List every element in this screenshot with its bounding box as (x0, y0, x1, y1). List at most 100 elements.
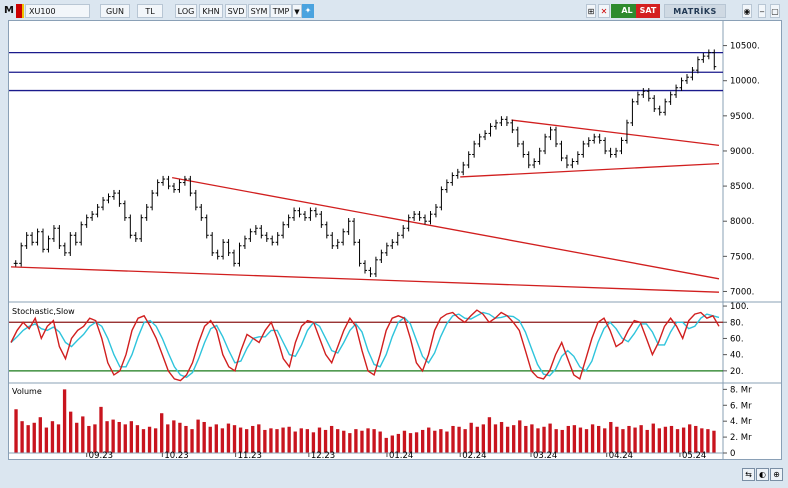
price-candle (554, 126, 559, 148)
scroll-icon[interactable]: ⇆ (742, 468, 755, 481)
chart-toolbar: M XU100 GUN TL LOG KHN SVD SYM TMP ▼ ✦ ⊞… (0, 4, 788, 19)
tmp-button[interactable]: TMP (270, 4, 292, 18)
twitter-icon[interactable]: ✦ (302, 4, 314, 18)
period-button[interactable]: GUN (100, 4, 130, 18)
currency-button[interactable]: TL (137, 4, 163, 18)
price-candle (155, 179, 160, 197)
price-tick-label: 10500. (730, 42, 760, 52)
price-candle (586, 137, 591, 148)
price-tick-label: 9000. (730, 147, 754, 157)
price-candle (324, 221, 329, 239)
price-candle (592, 133, 597, 144)
price-candle (564, 154, 569, 169)
price-candle (379, 249, 384, 264)
price-candle (597, 133, 602, 144)
buy-button[interactable]: AL (611, 4, 643, 18)
price-candle (335, 239, 340, 249)
volume-tick-label: 4. Mr (730, 417, 752, 427)
x-tick-label: 03.24 (533, 451, 557, 459)
price-candle (193, 189, 198, 211)
price-candle (95, 204, 100, 218)
dropdown-arrow-icon[interactable]: ▼ (292, 4, 302, 18)
volume-pane: Volume 0 2. Mr 4. Mr 6. Mr 8. Mr (12, 383, 752, 459)
price-candle (177, 179, 182, 193)
price-candle (406, 214, 411, 232)
price-candle (433, 204, 438, 218)
price-candle (171, 182, 176, 193)
log-button[interactable]: LOG (175, 4, 197, 18)
price-candle (646, 88, 651, 102)
price-candle (226, 239, 231, 256)
price-tick-label: 8500. (730, 182, 754, 192)
refresh-icon[interactable]: ◉ (742, 4, 752, 18)
price-candle (674, 84, 679, 98)
khn-button[interactable]: KHN (199, 4, 223, 18)
lock-icon[interactable]: ◐ (756, 468, 769, 481)
expand-icon[interactable]: ⊞ (586, 4, 596, 18)
price-candle (275, 232, 280, 246)
price-candle (122, 200, 127, 221)
price-candle (663, 98, 668, 116)
price-candle (188, 175, 193, 197)
price-candle (630, 98, 635, 127)
price-tick-label: 7000. (730, 287, 754, 297)
price-candle (237, 242, 242, 267)
stochastic-tick-label: 40. (730, 351, 744, 361)
price-candle (57, 225, 62, 249)
price-candle (106, 193, 111, 204)
stochastic-tick-label: 20. (730, 367, 744, 377)
price-candle (161, 175, 166, 186)
price-candle (428, 211, 433, 225)
price-candle (395, 232, 400, 246)
price-candle (521, 140, 526, 158)
x-tick-label: 11.23 (238, 451, 262, 459)
close-icon[interactable]: ✕ (598, 4, 610, 18)
price-tick-label: 10000. (730, 77, 760, 87)
price-candle (90, 211, 95, 221)
price-candle (706, 49, 711, 60)
price-candle (570, 158, 575, 169)
sell-button[interactable]: SAT (636, 4, 660, 18)
stochastic-tick-label: 80. (730, 318, 744, 328)
price-candle (357, 239, 362, 267)
zoom-icon[interactable]: ⊕ (770, 468, 783, 481)
chart-svg[interactable]: 7000. 7500. 8000. 8500. 9000. 9500. 10000. 1050… (9, 21, 781, 459)
price-candle (363, 260, 367, 274)
sym-button[interactable]: SYM (248, 4, 270, 18)
price-candle (450, 172, 455, 186)
price-candle (281, 221, 286, 239)
price-tick-label: 7500. (730, 252, 754, 262)
price-candle (51, 225, 56, 242)
price-tick-label: 9500. (730, 112, 754, 122)
price-candle (543, 133, 548, 155)
price-candle (657, 105, 662, 116)
volume-tick-label: 0 (730, 449, 735, 459)
chart-panes[interactable]: 7000. 7500. 8000. 8500. 9000. 9500. 10000. 1050… (8, 20, 782, 460)
price-candle (133, 232, 138, 242)
svd-button[interactable]: SVD (225, 4, 247, 18)
volume-tick-label: 2. Mr (730, 433, 752, 443)
maximize-icon[interactable]: ▢ (770, 4, 780, 18)
price-candle (46, 235, 51, 253)
price-candle (417, 211, 422, 221)
symbol-input[interactable]: XU100 (25, 4, 90, 18)
price-candle (575, 151, 580, 165)
price-candle (684, 74, 689, 84)
trendline (511, 119, 720, 146)
price-candle (679, 77, 684, 91)
price-candle (368, 267, 373, 278)
stochastic-pane: Stochastic,Slow 20. 40. 60. 80. 100. (9, 302, 781, 384)
price-candle (488, 123, 493, 137)
minimize-icon[interactable]: ‒ (758, 4, 766, 18)
price-tick-label: 8000. (730, 217, 754, 227)
price-candle (423, 214, 428, 225)
price-candle (439, 186, 444, 211)
price-candle (635, 91, 640, 105)
price-candle (73, 232, 78, 246)
price-candle (493, 119, 498, 130)
price-candle (232, 249, 237, 267)
price-candle (242, 235, 247, 249)
price-candle (286, 214, 291, 228)
price-candle (24, 232, 29, 249)
price-candle (204, 214, 209, 239)
